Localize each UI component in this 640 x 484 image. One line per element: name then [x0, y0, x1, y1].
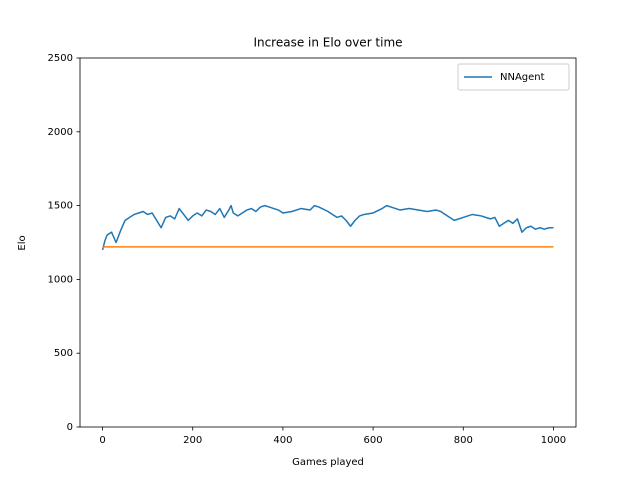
y-tick-label: 2500 — [48, 53, 73, 64]
legend-label: NNAgent — [500, 72, 545, 83]
y-axis-label: Elo — [17, 235, 28, 250]
x-tick-label: 1000 — [541, 435, 566, 446]
y-tick-label: 2000 — [48, 127, 73, 138]
legend-box — [457, 63, 570, 91]
y-tick-label: 1500 — [48, 201, 73, 212]
y-tick-label: 1000 — [48, 274, 73, 285]
x-tick-label: 600 — [364, 435, 383, 446]
chart-title: Increase in Elo over time — [253, 36, 402, 50]
x-tick-label: 800 — [454, 435, 473, 446]
y-tick-label: 0 — [67, 422, 73, 433]
x-axis-label: Games played — [292, 457, 364, 468]
x-tick-label: 200 — [183, 435, 202, 446]
x-tick-label: 400 — [273, 435, 292, 446]
plot-frame — [79, 57, 577, 428]
data-line — [101, 204, 554, 251]
y-tick-label: 500 — [54, 348, 73, 359]
x-tick-label: 0 — [99, 435, 105, 446]
